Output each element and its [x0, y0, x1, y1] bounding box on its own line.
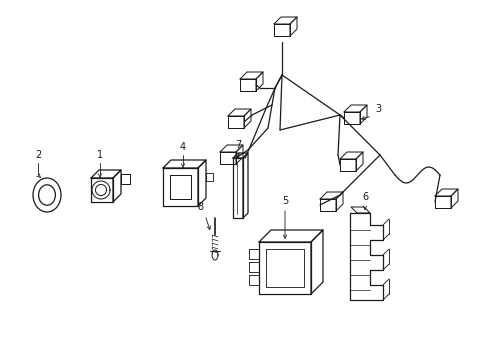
Text: 8: 8 — [197, 202, 203, 212]
Text: 1: 1 — [97, 150, 103, 160]
Text: 6: 6 — [361, 192, 367, 202]
Text: 5: 5 — [281, 196, 287, 206]
Text: 4: 4 — [180, 142, 185, 152]
Text: 7: 7 — [234, 140, 241, 150]
Text: 3: 3 — [374, 104, 380, 114]
Text: 2: 2 — [35, 150, 41, 160]
